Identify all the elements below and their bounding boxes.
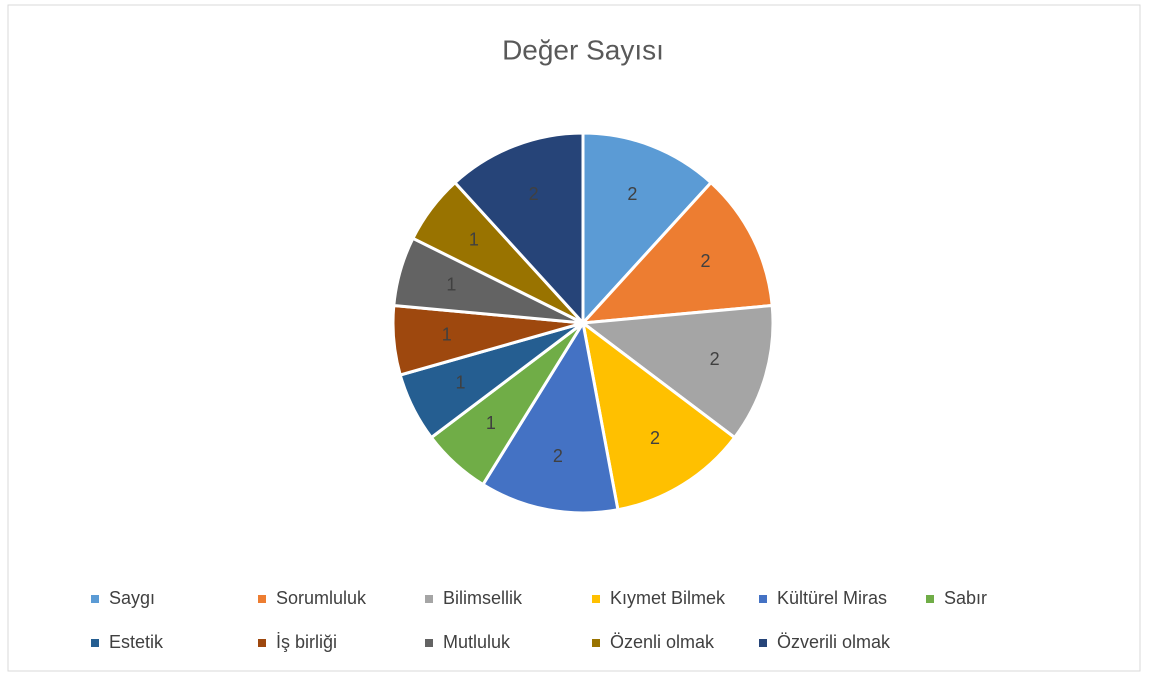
pie-slice (480, 318, 620, 515)
legend-label: Estetik (109, 632, 164, 652)
pie-slice (579, 303, 775, 440)
pie-slice (581, 131, 714, 327)
pie-slice (580, 319, 737, 512)
legend-marker (258, 639, 266, 647)
data-label: 2 (650, 428, 660, 448)
legend-marker (425, 639, 433, 647)
pie-slice (452, 131, 585, 327)
legend-label: Bilimsellik (443, 588, 523, 608)
data-label: 2 (627, 184, 637, 204)
legend-marker (91, 595, 99, 603)
data-label: 1 (486, 413, 496, 433)
data-label: 2 (710, 349, 720, 369)
data-label: 2 (700, 251, 710, 271)
legend-label: İş birliği (276, 632, 337, 652)
legend-label: Sabır (944, 588, 987, 608)
data-label: 2 (553, 446, 563, 466)
legend-label: Kültürel Miras (777, 588, 887, 608)
legend-label: Saygı (109, 588, 155, 608)
data-label: 2 (529, 184, 539, 204)
data-label: 1 (442, 324, 452, 344)
legend-label: Özenli olmak (610, 632, 715, 652)
legend-marker (91, 639, 99, 647)
legend-label: Özverili olmak (777, 632, 891, 652)
legend-label: Kıymet Bilmek (610, 588, 726, 608)
data-label: 1 (456, 373, 466, 393)
legend-marker (425, 595, 433, 603)
data-label: 1 (469, 229, 479, 249)
chart-title: Değer Sayısı (502, 34, 664, 65)
legend-marker (592, 639, 600, 647)
data-label: 1 (446, 274, 456, 294)
legend-marker (759, 639, 767, 647)
legend-marker (759, 595, 767, 603)
legend-label: Mutluluk (443, 632, 511, 652)
legend-marker (926, 595, 934, 603)
legend-marker (592, 595, 600, 603)
pie-slice (579, 180, 774, 325)
legend-marker (258, 595, 266, 603)
legend-label: Sorumluluk (276, 588, 367, 608)
